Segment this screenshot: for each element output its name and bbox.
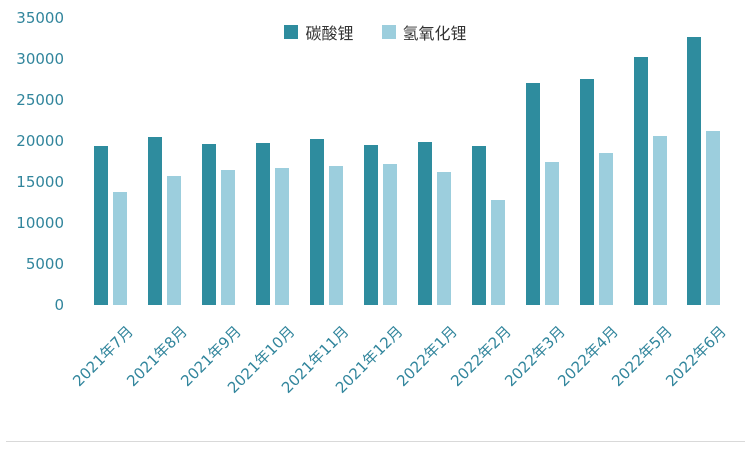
- bar-series1-10: [579, 78, 594, 305]
- bar-group-11: [633, 18, 667, 305]
- bar-group-7: [417, 18, 451, 305]
- legend-marker-series2-icon: [381, 25, 396, 39]
- bar-series2-4: [275, 168, 290, 305]
- legend-item-series2: 氢氧化锂: [381, 20, 467, 44]
- y-tick-label-25000: 25000: [16, 91, 64, 109]
- bar-series1-6: [363, 145, 378, 305]
- bar-series2-10: [598, 153, 613, 305]
- legend-item-series1: 碳酸锂: [284, 20, 354, 44]
- y-tick-label-0: 0: [54, 296, 64, 314]
- bar-series2-1: [113, 191, 128, 305]
- bar-group-3: [202, 18, 236, 305]
- bar-series1-11: [633, 57, 648, 305]
- bar-series1-1: [94, 145, 109, 305]
- bar-group-2: [148, 18, 182, 305]
- legend-marker-series1-icon: [284, 25, 299, 39]
- bar-group-12: [687, 18, 721, 305]
- bar-series1-4: [256, 142, 271, 305]
- bar-series1-9: [525, 82, 540, 305]
- legend-label-series1: 碳酸锂: [305, 24, 354, 43]
- y-axis: 0 5000 10000 15000 20000 25000 30000 35000: [0, 9, 74, 314]
- y-tick-label-30000: 30000: [16, 50, 64, 68]
- legend-label-series2: 氢氧化锂: [402, 24, 467, 43]
- bar-series2-12: [706, 131, 721, 305]
- bar-group-6: [363, 18, 397, 305]
- plot-area: [84, 18, 731, 305]
- chart-bottom-border: [6, 441, 745, 442]
- bar-series2-6: [382, 163, 397, 305]
- bar-series2-3: [221, 169, 236, 305]
- bar-series1-2: [148, 136, 163, 305]
- bar-series2-9: [544, 161, 559, 305]
- y-tick-label-35000: 35000: [16, 9, 64, 27]
- y-tick-label-15000: 15000: [16, 173, 64, 191]
- bar-series1-7: [417, 141, 432, 305]
- bar-group-4: [256, 18, 290, 305]
- y-tick-label-20000: 20000: [16, 132, 64, 150]
- bar-series2-8: [490, 200, 505, 305]
- y-tick-label-5000: 5000: [25, 255, 64, 273]
- bar-series1-5: [310, 138, 325, 305]
- bar-group-10: [579, 18, 613, 305]
- bar-series1-12: [687, 36, 702, 305]
- bar-series2-7: [436, 172, 451, 305]
- bar-series2-5: [329, 166, 344, 305]
- bar-series2-11: [652, 136, 667, 305]
- bar-group-1: [94, 18, 128, 305]
- bar-series1-8: [471, 145, 486, 305]
- legend: 碳酸锂 氢氧化锂: [0, 20, 751, 44]
- x-axis-labels: 2021年7月 2021年8月 2021年9月 2021年10月 2021年11月 202…: [69, 309, 731, 429]
- bar-series1-3: [202, 144, 217, 305]
- bar-group-8: [471, 18, 505, 305]
- bar-group-5: [310, 18, 344, 305]
- bar-group-9: [525, 18, 559, 305]
- y-tick-label-10000: 10000: [16, 214, 64, 232]
- bar-series2-2: [167, 176, 182, 305]
